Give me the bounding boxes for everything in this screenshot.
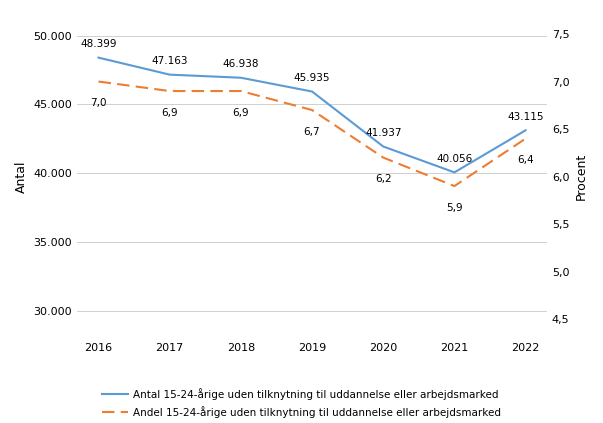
Antal 15-24-årige uden tilknytning til uddannelse eller arbejdsmarked: [522, 128, 529, 133]
Text: 7,0: 7,0: [90, 98, 107, 108]
Text: 6,2: 6,2: [375, 174, 391, 184]
Antal 15-24-årige uden tilknytning til uddannelse eller arbejdsmarked: [451, 170, 458, 175]
Text: 47.163: 47.163: [151, 56, 188, 66]
Text: 6,9: 6,9: [162, 108, 178, 118]
Text: 6,9: 6,9: [233, 108, 249, 118]
Andel 15-24-årige uden tilknytning til uddannelse eller arbejdsmarked: [380, 155, 387, 160]
Antal 15-24-årige uden tilknytning til uddannelse eller arbejdsmarked: [166, 72, 173, 77]
Andel 15-24-årige uden tilknytning til uddannelse eller arbejdsmarked: [309, 107, 316, 113]
Y-axis label: Antal: Antal: [15, 160, 28, 193]
Line: Antal 15-24-årige uden tilknytning til uddannelse eller arbejdsmarked: Antal 15-24-årige uden tilknytning til u…: [98, 58, 526, 172]
Antal 15-24-årige uden tilknytning til uddannelse eller arbejdsmarked: [237, 75, 244, 80]
Andel 15-24-årige uden tilknytning til uddannelse eller arbejdsmarked: [95, 79, 102, 84]
Andel 15-24-årige uden tilknytning til uddannelse eller arbejdsmarked: [451, 184, 458, 189]
Andel 15-24-årige uden tilknytning til uddannelse eller arbejdsmarked: [522, 136, 529, 141]
Antal 15-24-årige uden tilknytning til uddannelse eller arbejdsmarked: [380, 144, 387, 149]
Andel 15-24-årige uden tilknytning til uddannelse eller arbejdsmarked: [237, 88, 244, 93]
Line: Andel 15-24-årige uden tilknytning til uddannelse eller arbejdsmarked: Andel 15-24-årige uden tilknytning til u…: [98, 82, 526, 186]
Text: 46.938: 46.938: [223, 59, 259, 69]
Text: 43.115: 43.115: [507, 112, 544, 122]
Text: 41.937: 41.937: [365, 128, 402, 138]
Antal 15-24-årige uden tilknytning til uddannelse eller arbejdsmarked: [309, 89, 316, 94]
Text: 45.935: 45.935: [294, 73, 330, 83]
Antal 15-24-årige uden tilknytning til uddannelse eller arbejdsmarked: [95, 55, 102, 60]
Text: 6,7: 6,7: [304, 127, 320, 137]
Text: 40.056: 40.056: [437, 154, 473, 164]
Andel 15-24-årige uden tilknytning til uddannelse eller arbejdsmarked: [166, 88, 173, 93]
Legend: Antal 15-24-årige uden tilknytning til uddannelse eller arbejdsmarked, Andel 15-: Antal 15-24-årige uden tilknytning til u…: [102, 388, 501, 418]
Text: 5,9: 5,9: [446, 203, 463, 213]
Text: 6,4: 6,4: [517, 155, 534, 165]
Y-axis label: Procent: Procent: [575, 153, 588, 200]
Text: 48.399: 48.399: [80, 39, 117, 49]
